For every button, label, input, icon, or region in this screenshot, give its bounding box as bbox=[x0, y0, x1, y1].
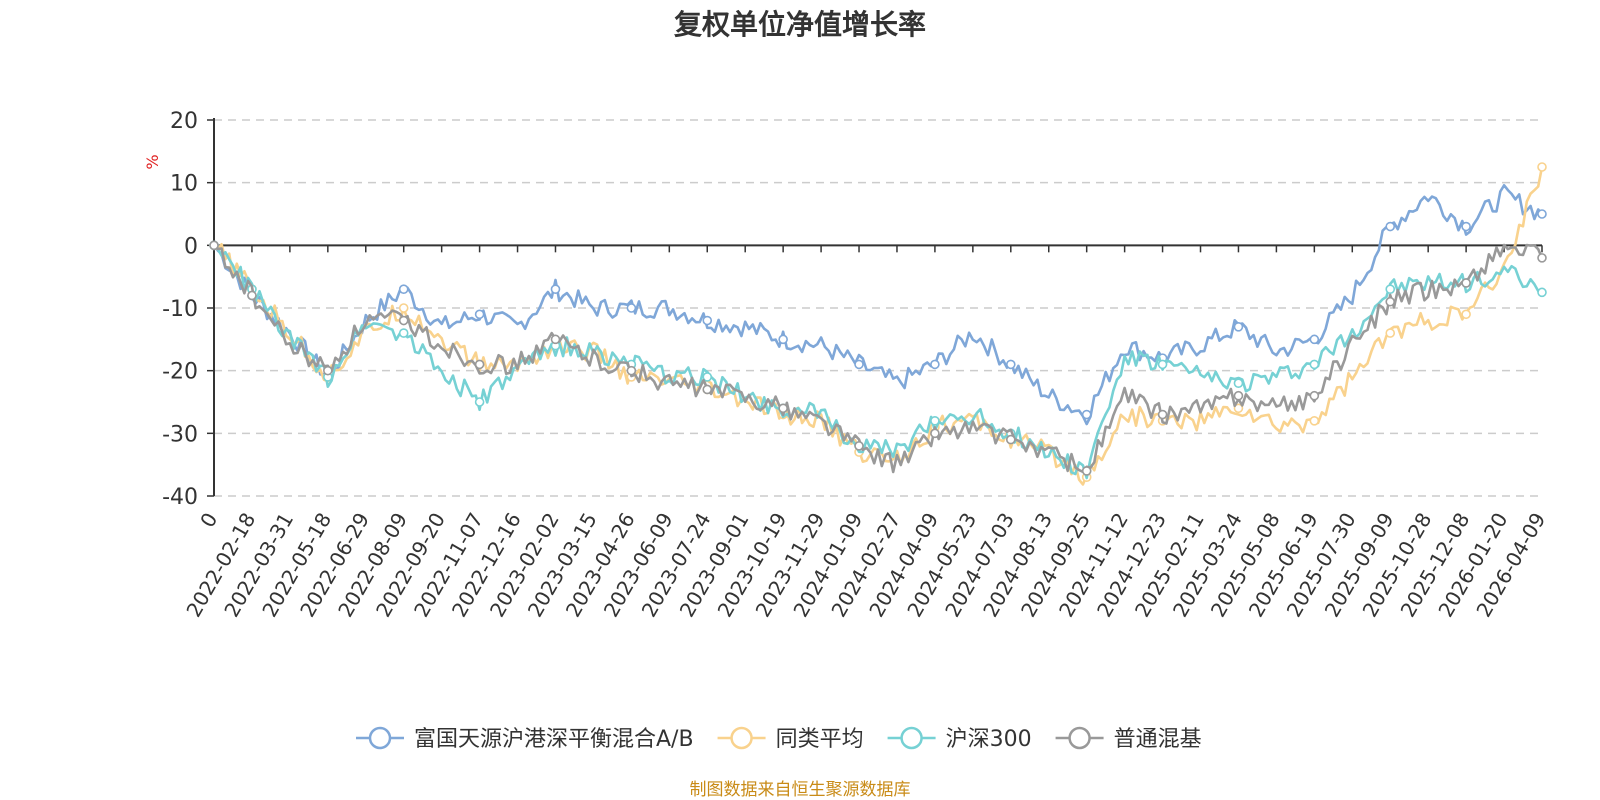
series-line bbox=[213, 166, 1544, 486]
series-line bbox=[213, 244, 1543, 480]
data-point bbox=[550, 284, 561, 295]
data-point bbox=[626, 365, 637, 376]
data-point bbox=[1081, 409, 1092, 420]
data-point bbox=[474, 397, 485, 407]
data-point bbox=[1309, 415, 1320, 426]
source-note: 制图数据来自恒生聚源数据库 bbox=[690, 780, 911, 800]
x-tick-label: 0 bbox=[195, 509, 222, 532]
legend-marker bbox=[368, 726, 392, 750]
legend-marker bbox=[1068, 726, 1091, 750]
data-point bbox=[1461, 221, 1471, 232]
legend-item[interactable]: 沪深300 bbox=[887, 726, 1032, 752]
data-point bbox=[1157, 409, 1168, 420]
data-point bbox=[778, 403, 788, 414]
data-point bbox=[1233, 403, 1244, 414]
legend-item[interactable]: 富国天源沪港深平衡混合A/B bbox=[356, 726, 694, 752]
legend-label: 普通混基 bbox=[1114, 727, 1202, 752]
data-point bbox=[398, 303, 409, 313]
data-point bbox=[474, 359, 485, 370]
y-axis-unit: % bbox=[143, 154, 162, 169]
chart-title: 复权单位净值增长率 bbox=[674, 8, 926, 41]
data-point bbox=[1005, 359, 1016, 370]
legend-label: 沪深300 bbox=[946, 727, 1032, 752]
legend-item[interactable]: 普通混基 bbox=[1055, 726, 1202, 752]
series-line bbox=[213, 243, 1544, 474]
y-tick-label: 10 bbox=[170, 172, 198, 197]
y-tick-label: -40 bbox=[162, 485, 198, 510]
data-point bbox=[702, 315, 713, 326]
data-point bbox=[209, 240, 219, 251]
data-point bbox=[778, 334, 788, 345]
data-point bbox=[702, 372, 713, 382]
legend-label: 富国天源沪港深平衡混合A/B bbox=[414, 727, 694, 752]
data-point bbox=[247, 290, 257, 301]
data-point bbox=[323, 365, 333, 376]
data-point bbox=[1309, 359, 1320, 370]
data-point bbox=[1537, 162, 1547, 172]
data-point bbox=[1385, 296, 1396, 307]
data-point bbox=[1461, 278, 1471, 288]
data-point bbox=[550, 334, 561, 345]
y-tick-label: -30 bbox=[162, 422, 198, 447]
data-point bbox=[626, 303, 637, 313]
data-point bbox=[1309, 334, 1320, 345]
legend-label: 同类平均 bbox=[776, 727, 864, 752]
data-point bbox=[398, 315, 409, 326]
data-point bbox=[1537, 287, 1547, 298]
y-tick-label: 0 bbox=[184, 234, 198, 259]
data-point bbox=[1233, 378, 1244, 389]
axes: 20100-10-20-30-4002022-02-182022-03-3120… bbox=[162, 109, 1550, 621]
y-tick-label: 20 bbox=[170, 109, 198, 134]
data-point bbox=[1309, 390, 1320, 401]
data-point bbox=[930, 428, 940, 439]
data-point bbox=[854, 441, 864, 451]
data-point bbox=[702, 384, 713, 395]
data-point bbox=[1005, 434, 1016, 445]
data-point bbox=[1461, 309, 1471, 320]
data-point bbox=[1537, 209, 1547, 219]
grid-lines bbox=[214, 119, 1542, 497]
legend-item[interactable]: 同类平均 bbox=[717, 726, 864, 752]
legend-marker bbox=[900, 726, 923, 750]
data-point bbox=[474, 309, 485, 320]
data-point bbox=[1233, 321, 1244, 332]
data-point bbox=[1081, 466, 1092, 476]
data-point bbox=[1385, 284, 1396, 295]
data-point bbox=[1157, 359, 1168, 370]
data-point bbox=[854, 359, 864, 370]
y-tick-label: -10 bbox=[162, 297, 198, 322]
plot-area bbox=[209, 162, 1547, 486]
data-point bbox=[1385, 328, 1396, 338]
y-tick-label: -20 bbox=[162, 360, 198, 385]
data-point bbox=[398, 328, 409, 338]
data-point bbox=[930, 415, 940, 426]
data-point bbox=[930, 359, 940, 370]
data-point bbox=[1233, 390, 1244, 401]
data-point bbox=[398, 284, 409, 295]
legend: 富国天源沪港深平衡混合A/B 同类平均 沪深300 普通混基 bbox=[356, 726, 1202, 752]
data-point bbox=[1385, 221, 1396, 232]
series-line bbox=[212, 184, 1543, 426]
legend-marker bbox=[730, 726, 753, 750]
data-point bbox=[1537, 253, 1547, 263]
